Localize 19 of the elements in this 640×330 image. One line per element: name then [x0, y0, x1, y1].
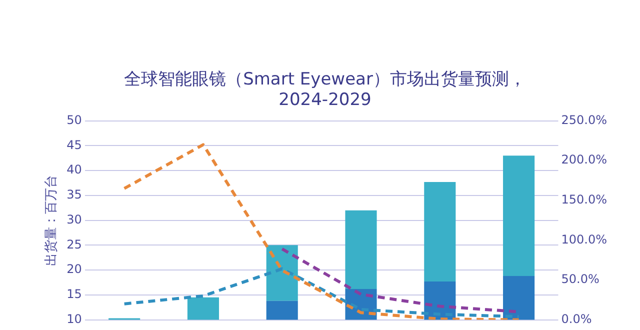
chart-title: 全球智能眼镜（Smart Eyewear）市场出货量预测， 2024-2029 [124, 70, 526, 110]
y-tick-label: 45 [66, 138, 82, 152]
y2-tick-label: 250.0% [561, 112, 608, 127]
line-series [122, 267, 520, 318]
y2-tick-label: 100.0% [561, 232, 608, 246]
y-tick-label: 10 [66, 312, 82, 326]
y-tick-label: 20 [66, 262, 82, 276]
y-tick-label: 25 [66, 237, 82, 252]
y-tick-label: 40 [66, 162, 82, 177]
y-tick-label: 15 [66, 287, 82, 302]
line-series [122, 143, 520, 320]
y-tick-label: 35 [66, 188, 82, 202]
y-tick-label: 30 [66, 212, 82, 226]
y-tick-label: 50 [66, 112, 82, 127]
y2-tick-label: 0.0% [561, 312, 592, 326]
y2-tick-label: 50.0% [561, 272, 600, 286]
y-axis-title: 出货量：百万台 [44, 174, 60, 266]
y2-tick-label: 200.0% [561, 152, 608, 167]
y2-tick-label: 150.0% [561, 192, 608, 207]
